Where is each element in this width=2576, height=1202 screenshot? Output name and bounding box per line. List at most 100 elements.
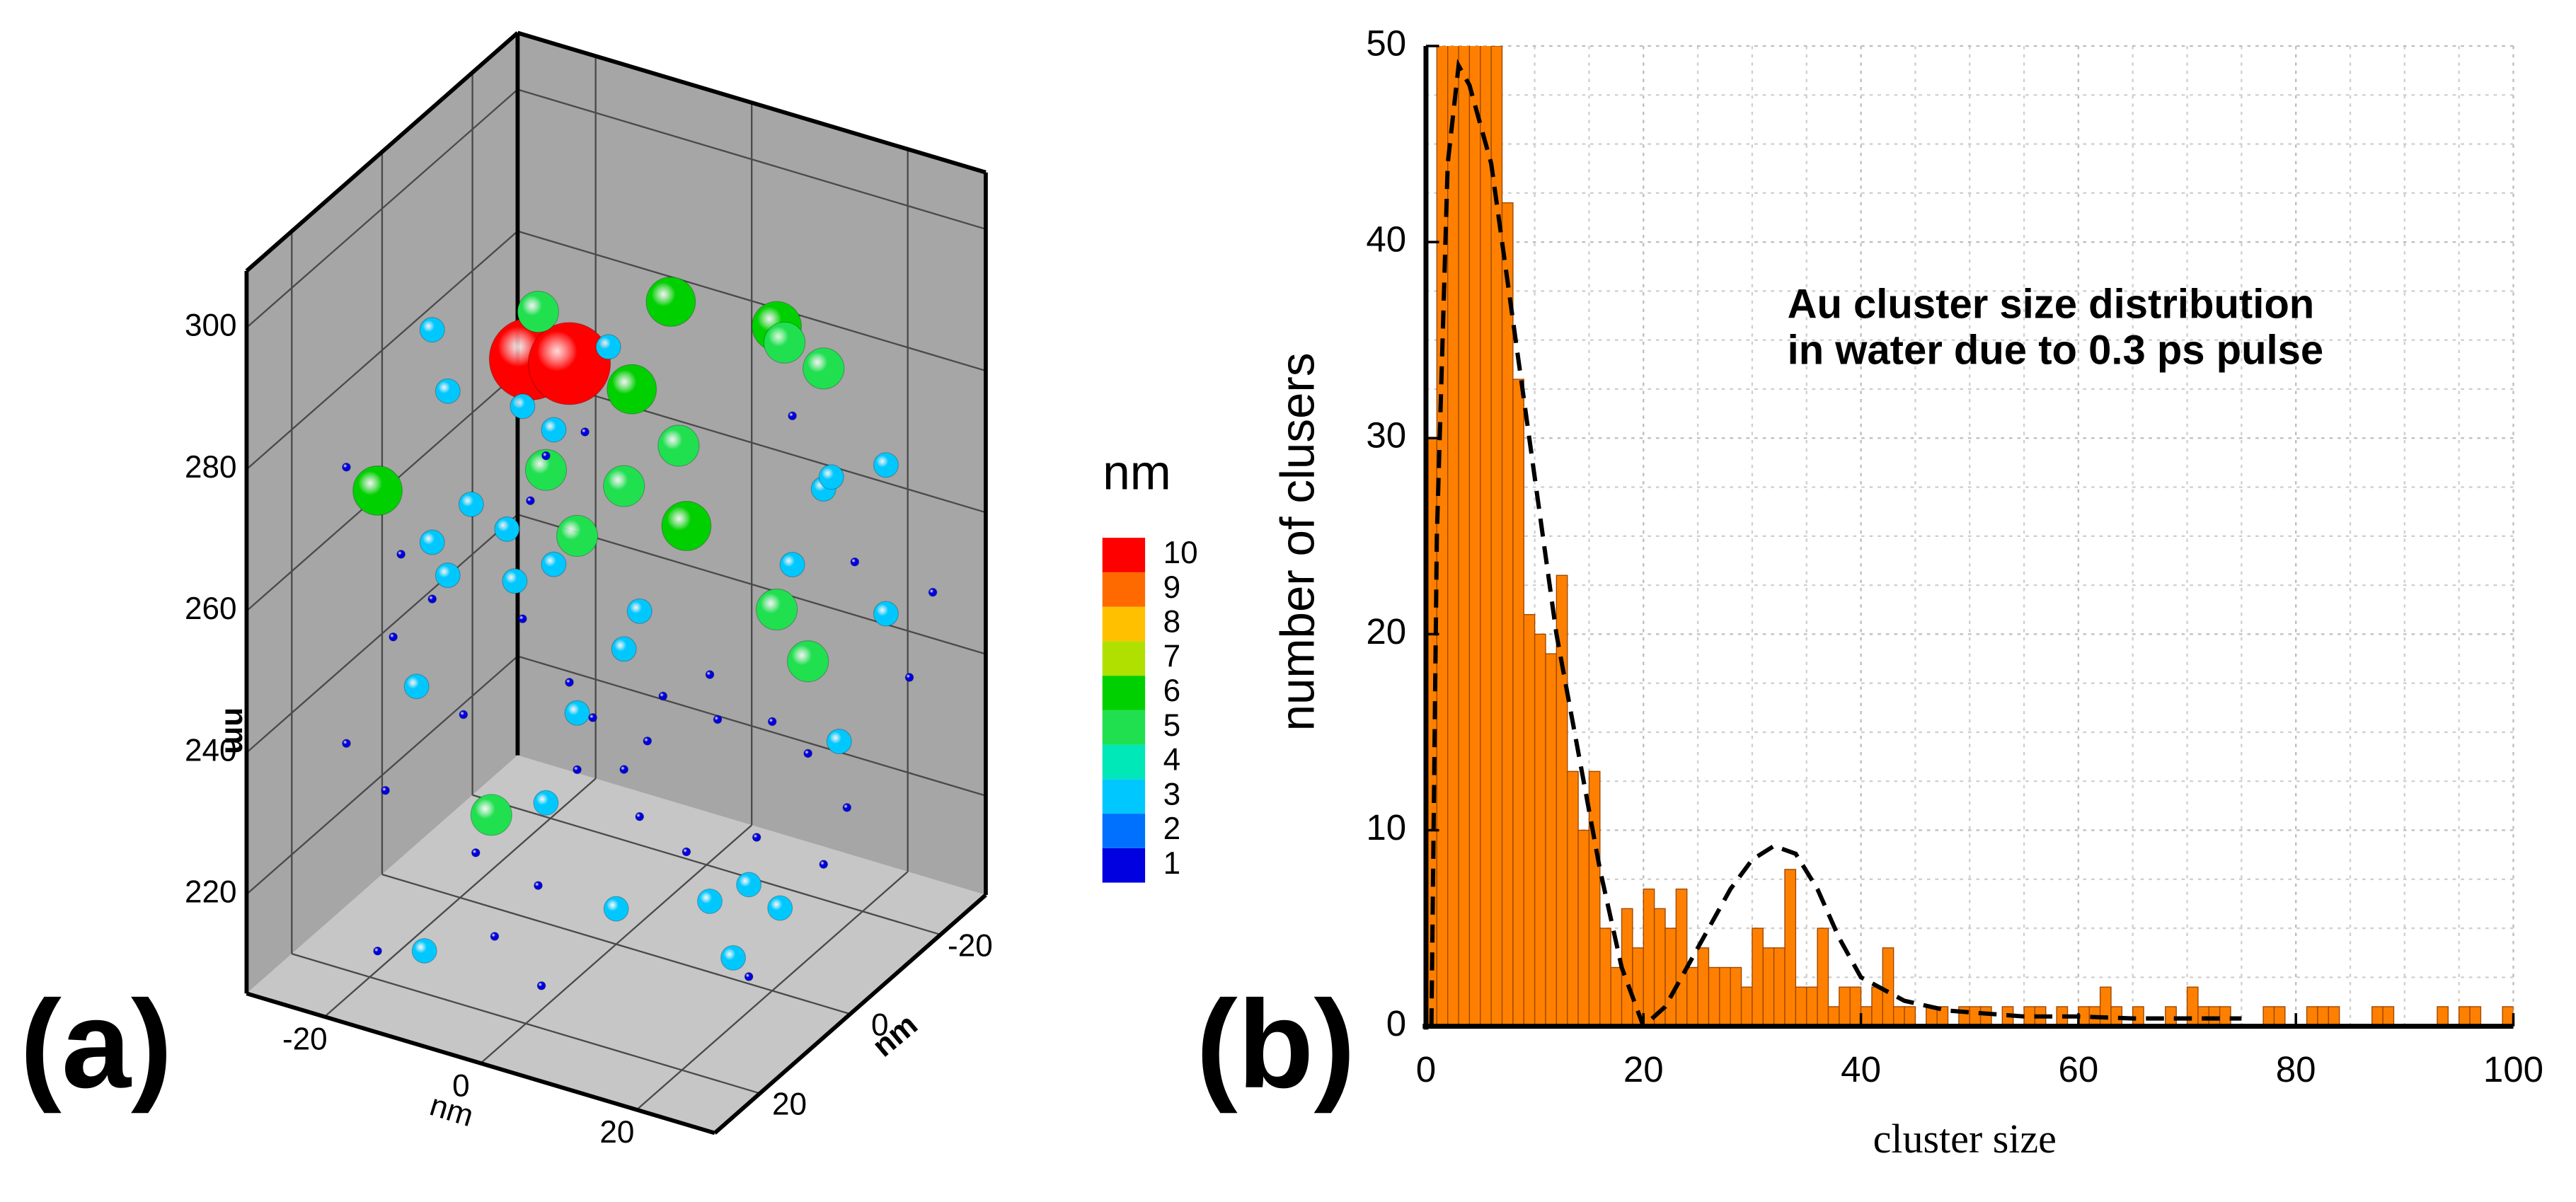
cluster xyxy=(643,736,652,746)
bar xyxy=(1773,947,1786,1027)
cluster xyxy=(635,811,645,821)
cluster xyxy=(381,785,390,795)
bar xyxy=(1860,1006,1873,1027)
y-tick-label: 0 xyxy=(871,1007,889,1042)
x-axis-label: cluster size xyxy=(1873,1116,2057,1162)
grid-line xyxy=(246,88,519,328)
cluster xyxy=(928,587,938,597)
bar xyxy=(1719,966,1731,1027)
cluster xyxy=(470,794,512,836)
box-edge xyxy=(245,31,519,273)
y-axis-label: number of clusers xyxy=(1271,353,1324,732)
bar xyxy=(1817,927,1829,1027)
cluster xyxy=(619,765,629,774)
cluster xyxy=(411,937,437,964)
bar xyxy=(1545,653,1558,1027)
cluster xyxy=(767,717,777,727)
cluster xyxy=(502,568,528,594)
colorbar-band xyxy=(1102,848,1146,883)
annotation: in water due to 0.3 ps pulse xyxy=(1788,327,2324,373)
cluster xyxy=(494,516,520,542)
cluster xyxy=(595,334,621,360)
cluster xyxy=(352,466,403,516)
annotation: Au cluster size distribution xyxy=(1788,281,2315,327)
grid-line xyxy=(517,88,987,230)
cluster xyxy=(471,848,481,857)
bar xyxy=(1784,869,1797,1027)
bar xyxy=(1643,888,1655,1027)
colorbar-tick-label: 7 xyxy=(1163,639,1181,674)
bar xyxy=(1599,927,1611,1027)
colorbar-band xyxy=(1102,676,1146,710)
z-tick-label: 300 xyxy=(185,308,237,343)
cluster xyxy=(435,562,461,589)
bar xyxy=(1610,966,1623,1027)
cluster xyxy=(541,551,567,577)
x-tick-label: 0 xyxy=(1416,1049,1436,1090)
cluster xyxy=(419,317,445,343)
cluster xyxy=(819,860,829,869)
colorbar-tick-label: 6 xyxy=(1163,674,1181,708)
y-tick-label: 0 xyxy=(1386,1003,1406,1044)
colorbar-band xyxy=(1102,538,1146,572)
colorbar-band xyxy=(1102,710,1146,745)
bars xyxy=(1425,45,2514,1027)
cluster xyxy=(736,872,762,898)
bar xyxy=(2328,1006,2340,1027)
colorbar-tick-label: 8 xyxy=(1163,605,1181,640)
cluster xyxy=(534,881,543,891)
bar xyxy=(1827,1006,1840,1027)
bar xyxy=(1523,613,1536,1027)
cluster xyxy=(533,790,559,816)
grid-line xyxy=(246,230,519,470)
cluster xyxy=(611,636,637,662)
x-tick-label: 0 xyxy=(452,1068,470,1103)
bar xyxy=(1892,1006,1905,1027)
bar xyxy=(1458,45,1471,1027)
cluster xyxy=(524,449,568,491)
bar xyxy=(1697,947,1710,1027)
cluster xyxy=(526,496,535,506)
cluster xyxy=(427,594,437,604)
cluster xyxy=(396,550,406,559)
bar xyxy=(2099,986,2112,1027)
x-tick-label: 20 xyxy=(1623,1049,1664,1090)
box-edge xyxy=(713,893,987,1135)
bar xyxy=(2219,1006,2231,1027)
cluster xyxy=(536,981,546,990)
x-tick-label: 60 xyxy=(2058,1049,2098,1090)
cluster xyxy=(490,932,500,941)
x-tick-label: 40 xyxy=(1841,1049,1881,1090)
bar xyxy=(1675,888,1688,1027)
cluster xyxy=(603,896,629,922)
cluster xyxy=(705,670,715,679)
colorbar-tick-label: 9 xyxy=(1163,570,1181,605)
cluster xyxy=(389,632,398,642)
bar xyxy=(2262,1006,2275,1027)
cluster xyxy=(565,678,574,687)
bar xyxy=(1534,633,1546,1027)
cluster xyxy=(645,277,696,327)
colorbar-band xyxy=(1102,606,1146,642)
colorbar-band xyxy=(1102,744,1146,780)
bar xyxy=(1849,986,1862,1027)
y-tick-label: 30 xyxy=(1366,415,1406,456)
cluster xyxy=(767,895,793,921)
z-tick-label: 220 xyxy=(185,875,237,910)
cluster xyxy=(510,393,536,420)
colorbar-tick-label: 4 xyxy=(1163,743,1181,778)
grid-line xyxy=(381,873,851,1015)
cluster xyxy=(658,691,668,701)
bar xyxy=(2458,1006,2471,1027)
cluster xyxy=(564,700,590,726)
bar xyxy=(2023,1006,2036,1027)
cluster xyxy=(527,322,611,405)
x-tick-label: 100 xyxy=(2483,1049,2543,1090)
y-tick-label: 40 xyxy=(1366,219,1406,260)
cluster xyxy=(518,614,527,624)
z-axis-label: nm xyxy=(218,707,253,754)
cluster xyxy=(541,417,567,443)
bar xyxy=(1795,986,1807,1027)
cluster xyxy=(342,739,351,749)
bar xyxy=(2437,1006,2449,1027)
